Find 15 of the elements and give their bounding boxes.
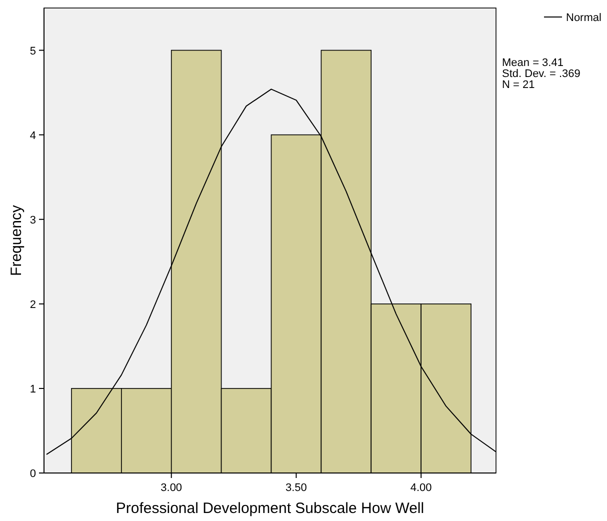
y-tick-label: 3 <box>30 214 36 226</box>
text: N = 21 <box>502 79 535 91</box>
y-tick-label: 5 <box>30 45 36 58</box>
x-axis-title: Professional Development Subscale How Well <box>116 500 424 517</box>
y-tick-label: 0 <box>30 468 36 480</box>
x-tick-label: 3.00 <box>160 482 182 494</box>
y-tick-label: 1 <box>30 383 36 396</box>
y-tick-label: 4 <box>30 130 36 142</box>
y-tick-label: 2 <box>30 298 36 311</box>
x-tick-label: 4.00 <box>410 482 432 494</box>
legend-label: Normal <box>566 12 602 24</box>
text: Std. Dev. = .369 <box>502 68 580 80</box>
y-axis-title: Frequency <box>8 204 25 276</box>
x-tick-label: 3.50 <box>286 482 307 494</box>
text: Mean = 3.41 <box>502 57 564 69</box>
